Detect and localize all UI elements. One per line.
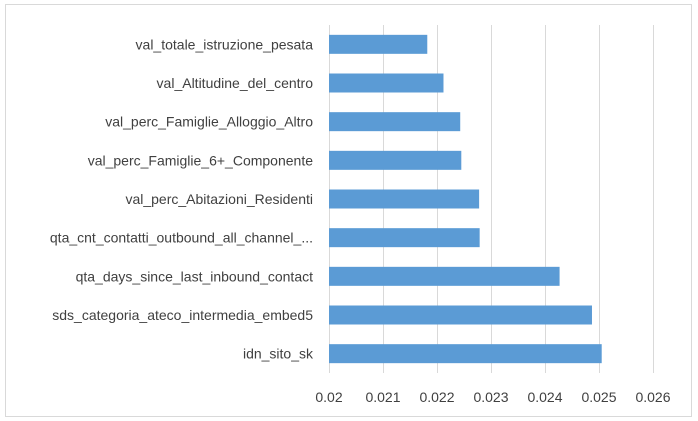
- bar: [329, 150, 462, 170]
- category-label: val_perc_Famiglie_6+_Componente: [88, 152, 314, 168]
- bars: [329, 34, 602, 364]
- x-tick-label: 0.021: [365, 389, 400, 405]
- x-tick-label: 0.026: [635, 389, 670, 405]
- category-label: val_totale_istruzione_pesata: [136, 36, 314, 52]
- category-label: val_perc_Abitazioni_Residenti: [125, 191, 313, 207]
- bar: [329, 189, 480, 209]
- bar: [329, 34, 428, 54]
- x-tick-label: 0.024: [527, 389, 562, 405]
- category-label: qta_cnt_contatti_outbound_all_channel_..…: [50, 230, 313, 246]
- bar: [329, 112, 461, 132]
- x-tick-labels: 0.02 0.021 0.022 0.023 0.024 0.025 0.026: [315, 389, 670, 405]
- x-tick-label: 0.02: [315, 389, 342, 405]
- x-tick-label: 0.022: [419, 389, 454, 405]
- x-tick-label: 0.023: [473, 389, 508, 405]
- bar: [329, 228, 480, 248]
- category-label: idn_sito_sk: [243, 346, 314, 362]
- bar: [329, 73, 444, 93]
- category-label: qta_days_since_last_inbound_contact: [76, 268, 314, 284]
- category-label: val_Altitudine_del_centro: [157, 75, 314, 91]
- category-label: val_perc_Famiglie_Alloggio_Altro: [105, 114, 313, 130]
- bar: [329, 344, 602, 364]
- bar: [329, 305, 592, 325]
- x-tick-label: 0.025: [581, 389, 616, 405]
- category-labels: val_totale_istruzione_pesata val_Altitudi…: [50, 36, 314, 361]
- bar: [329, 266, 560, 286]
- category-label: sds_categoria_ateco_intermedia_embed5: [52, 307, 313, 323]
